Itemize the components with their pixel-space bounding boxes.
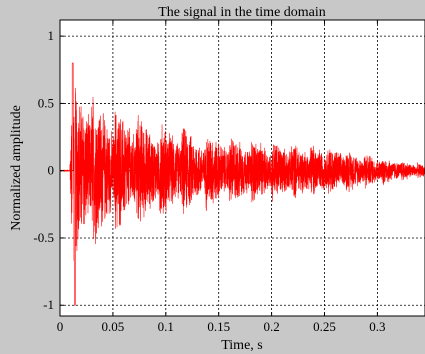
chart-title: The signal in the time domain [158, 5, 326, 20]
x-tick-label: 0.1 [158, 319, 174, 334]
y-tick-label: 1 [48, 28, 55, 43]
y-tick-label: -1 [43, 297, 54, 312]
x-tick-label: 0.05 [102, 319, 125, 334]
x-tick-label: 0.15 [207, 319, 230, 334]
y-tick-label: -0.5 [33, 230, 54, 245]
y-tick-label: 0.5 [38, 95, 54, 110]
x-tick-label: 0.2 [263, 319, 279, 334]
plot-frame [59, 19, 425, 317]
x-axis-label: Time, s [221, 338, 263, 353]
ticks: 0 0.05 0.1 0.15 0.2 0.25 0.3 -1 -0.5 0 0.5 1 [33, 20, 386, 334]
signal-line [59, 62, 425, 306]
x-tick-label: 0 [57, 319, 64, 334]
x-tick-label: 0.25 [313, 319, 336, 334]
x-tick-label: 0.3 [369, 319, 385, 334]
y-tick-label: 0 [48, 163, 55, 178]
y-axis-label: Normalized amplitude [9, 105, 24, 231]
